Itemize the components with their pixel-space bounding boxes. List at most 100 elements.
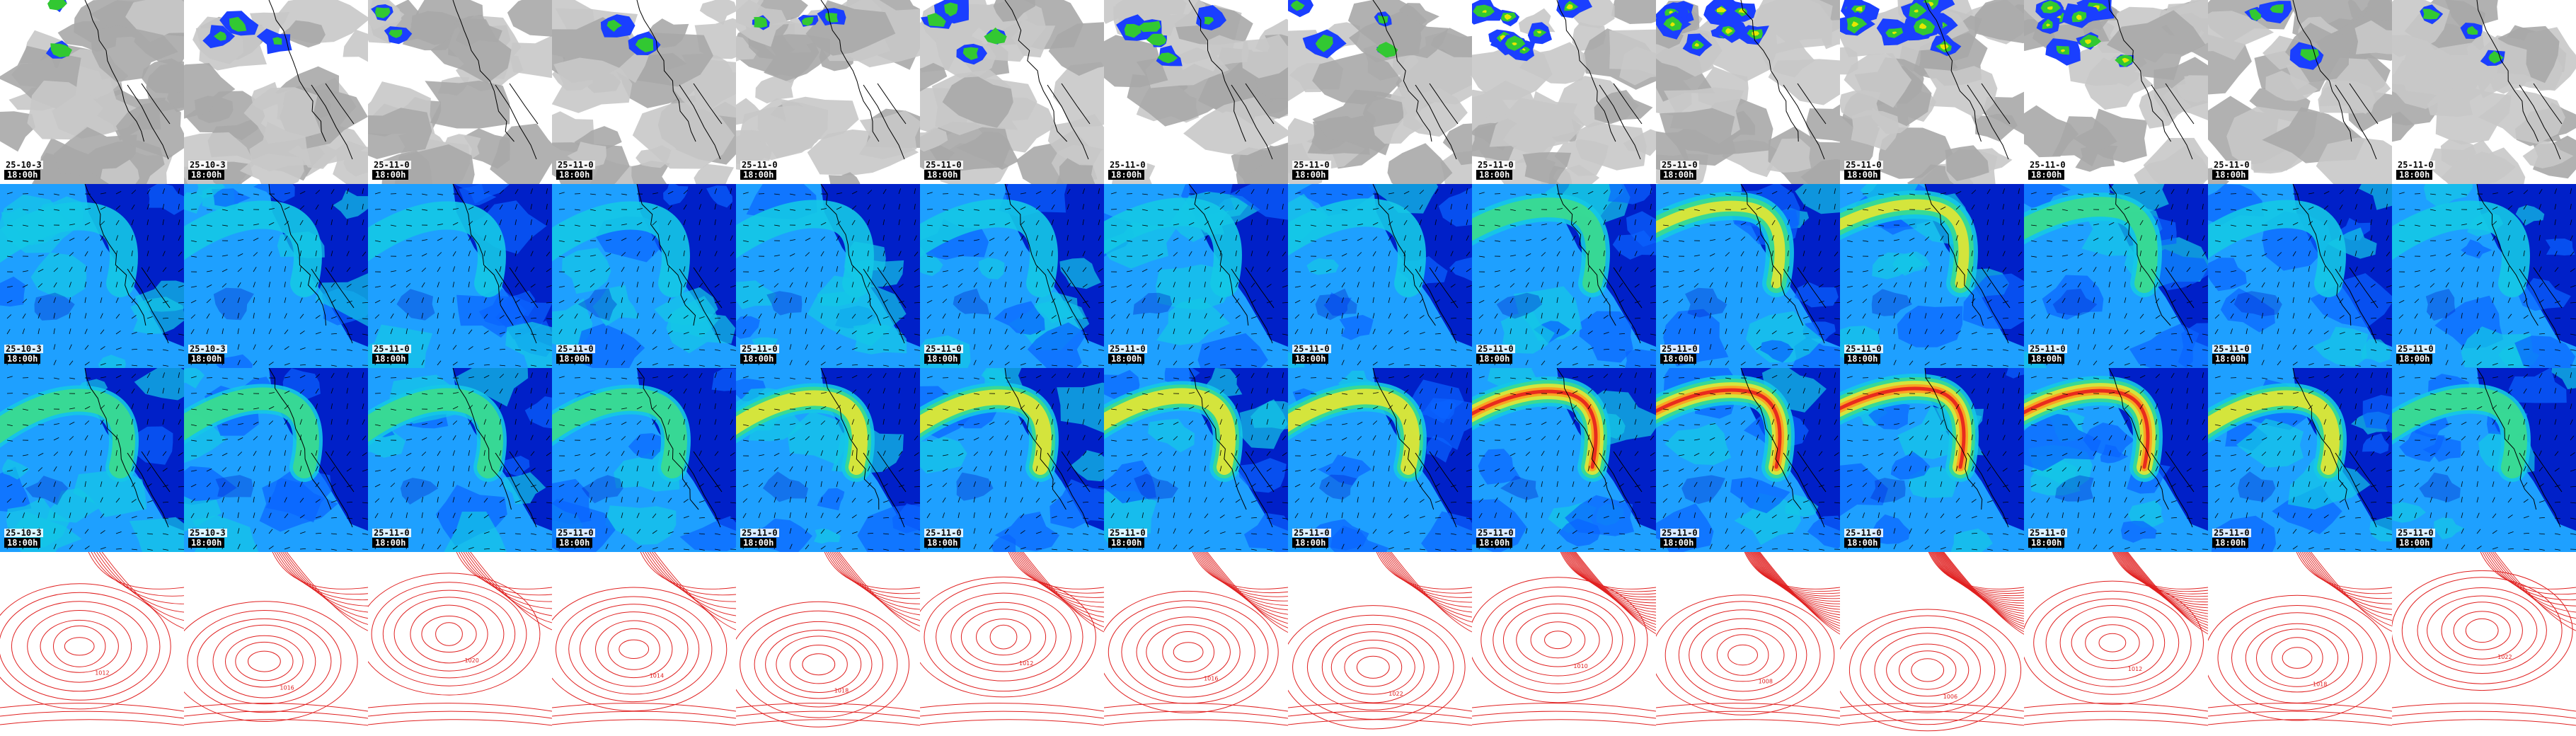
- isobar-label: 1018: [834, 688, 849, 694]
- forecast-time: 18:00h: [1844, 170, 1881, 180]
- forecast-date: 25-11-0: [2212, 160, 2251, 170]
- timestamp-label: 25-11-0 18:00h: [1476, 161, 1515, 180]
- forecast-date: 25-11-0: [740, 528, 779, 538]
- timestamp-label: 25-11-0 18:00h: [924, 161, 963, 180]
- forecast-date: 25-10-3: [4, 344, 43, 354]
- forecast-time: 18:00h: [1660, 170, 1697, 180]
- map-tile-wind-high: 25-11-0 18:00h: [736, 368, 920, 552]
- forecast-date: 25-11-0: [2212, 344, 2251, 354]
- forecast-time: 18:00h: [1476, 170, 1513, 180]
- forecast-date: 25-11-0: [2028, 344, 2067, 354]
- map-tile-wind-high: 25-11-0 18:00h: [1288, 368, 1472, 552]
- forecast-time: 18:00h: [188, 538, 225, 548]
- forecast-date: 25-11-0: [1476, 528, 1515, 538]
- timestamp-label: 25-10-3 18:00h: [4, 529, 43, 548]
- map-tile-cloud: 25-11-0 18:00h: [1656, 0, 1840, 184]
- map-image: 1012: [0, 552, 184, 736]
- map-tile-pressure: 1014: [552, 552, 736, 736]
- map-tile-cloud: 25-11-0 18:00h: [552, 0, 736, 184]
- forecast-date: 25-10-3: [188, 160, 227, 170]
- map-tile-wind-low: 25-11-0 18:00h: [368, 184, 552, 368]
- forecast-date: 25-10-3: [188, 528, 227, 538]
- map-image: [2208, 368, 2392, 552]
- timestamp-label: 25-11-0 18:00h: [1660, 529, 1699, 548]
- timestamp-label: 25-11-0 18:00h: [924, 345, 963, 364]
- timestamp-label: 25-11-0 18:00h: [1292, 345, 1331, 364]
- map-image: 1014: [552, 552, 736, 736]
- map-tile-wind-low: 25-10-3 18:00h: [184, 184, 368, 368]
- timestamp-label: 25-11-0 18:00h: [1844, 345, 1883, 364]
- forecast-time: 18:00h: [1108, 170, 1145, 180]
- map-image: [184, 184, 368, 368]
- map-image: [1288, 184, 1472, 368]
- timestamp-label: 25-11-0 18:00h: [2396, 529, 2435, 548]
- isobar-label: 1022: [2497, 654, 2512, 660]
- forecast-date: 25-10-3: [4, 528, 43, 538]
- map-tile-cloud: 25-11-0 18:00h: [2024, 0, 2208, 184]
- forecast-date: 25-11-0: [1660, 528, 1699, 538]
- forecast-date: 25-10-3: [4, 160, 43, 170]
- map-image: [2024, 368, 2208, 552]
- isobar-label: 1016: [280, 685, 294, 691]
- map-image: 1018: [736, 552, 920, 736]
- map-image: 1008: [1656, 552, 1840, 736]
- forecast-time: 18:00h: [740, 354, 777, 364]
- map-image: [1656, 368, 1840, 552]
- map-image: [1656, 184, 1840, 368]
- forecast-date: 25-11-0: [924, 528, 963, 538]
- timestamp-label: 25-11-0 18:00h: [2396, 161, 2435, 180]
- forecast-time: 18:00h: [556, 538, 593, 548]
- forecast-time: 18:00h: [4, 354, 41, 364]
- map-image: [920, 184, 1104, 368]
- forecast-time: 18:00h: [2396, 170, 2433, 180]
- forecast-date: 25-11-0: [1844, 160, 1883, 170]
- forecast-time: 18:00h: [2212, 538, 2249, 548]
- map-image: [552, 184, 736, 368]
- forecast-time: 18:00h: [1292, 538, 1329, 548]
- map-tile-pressure: 1016: [184, 552, 368, 736]
- forecast-time: 18:00h: [1844, 354, 1881, 364]
- timestamp-label: 25-11-0 18:00h: [1108, 345, 1147, 364]
- forecast-time: 18:00h: [372, 170, 409, 180]
- timestamp-label: 25-11-0 18:00h: [1844, 161, 1883, 180]
- timestamp-label: 25-11-0 18:00h: [1476, 529, 1515, 548]
- map-image: 1022: [1288, 552, 1472, 736]
- map-tile-cloud: 25-11-0 18:00h: [368, 0, 552, 184]
- map-tile-wind-high: 25-11-0 18:00h: [1104, 368, 1288, 552]
- map-image: [184, 368, 368, 552]
- timestamp-label: 25-11-0 18:00h: [740, 345, 779, 364]
- isobar-label: 1012: [95, 669, 109, 676]
- map-image: [552, 368, 736, 552]
- map-image: [1472, 0, 1656, 184]
- timestamp-label: 25-11-0 18:00h: [740, 161, 779, 180]
- forecast-time: 18:00h: [372, 354, 409, 364]
- map-image: 1016: [1104, 552, 1288, 736]
- forecast-time: 18:00h: [740, 170, 777, 180]
- map-tile-cloud: 25-10-3 18:00h: [184, 0, 368, 184]
- forecast-time: 18:00h: [2396, 538, 2433, 548]
- timestamp-label: 25-10-3 18:00h: [188, 345, 227, 364]
- forecast-date: 25-11-0: [2396, 160, 2435, 170]
- forecast-time: 18:00h: [1844, 538, 1881, 548]
- map-tile-wind-low: 25-11-0 18:00h: [2208, 184, 2392, 368]
- forecast-date: 25-11-0: [1660, 344, 1699, 354]
- forecast-time: 18:00h: [1660, 538, 1697, 548]
- forecast-time: 18:00h: [924, 354, 961, 364]
- map-tile-pressure: 1006: [1840, 552, 2024, 736]
- map-image: [368, 368, 552, 552]
- timestamp-label: 25-11-0 18:00h: [1292, 161, 1331, 180]
- map-image: [2392, 184, 2576, 368]
- map-tile-pressure: 1020: [368, 552, 552, 736]
- map-tile-wind-low: 25-11-0 18:00h: [736, 184, 920, 368]
- forecast-date: 25-11-0: [2396, 344, 2435, 354]
- isobar-label: 1008: [1759, 679, 1773, 685]
- map-tile-cloud: 25-11-0 18:00h: [920, 0, 1104, 184]
- map-tile-cloud: 25-11-0 18:00h: [1288, 0, 1472, 184]
- forecast-time: 18:00h: [2212, 170, 2249, 180]
- forecast-date: 25-11-0: [2212, 528, 2251, 538]
- map-tile-cloud: 25-11-0 18:00h: [2208, 0, 2392, 184]
- map-tile-wind-low: 25-11-0 18:00h: [1840, 184, 2024, 368]
- map-tile-pressure: 1012: [2024, 552, 2208, 736]
- timestamp-label: 25-11-0 18:00h: [740, 529, 779, 548]
